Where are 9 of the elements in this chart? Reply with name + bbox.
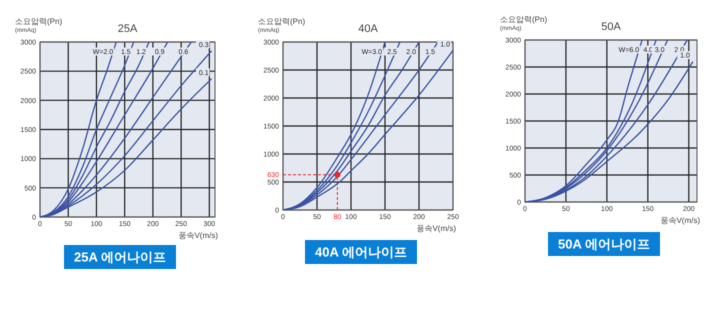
x-axis-title: 풍속V(m/s) — [416, 224, 456, 233]
chart-title: 50A — [601, 21, 622, 33]
text: 40A 에어나이프 — [315, 244, 407, 260]
x-axis-title: 풍속V(m/s) — [178, 231, 218, 240]
chart-title: 40A — [358, 23, 378, 35]
chart-title: 25A — [118, 23, 138, 35]
x-axis-title: 풍속V(m/s) — [660, 216, 700, 225]
text: 25A 에어나이프 — [74, 250, 166, 264]
text: 50A 에어나이프 — [558, 236, 650, 252]
